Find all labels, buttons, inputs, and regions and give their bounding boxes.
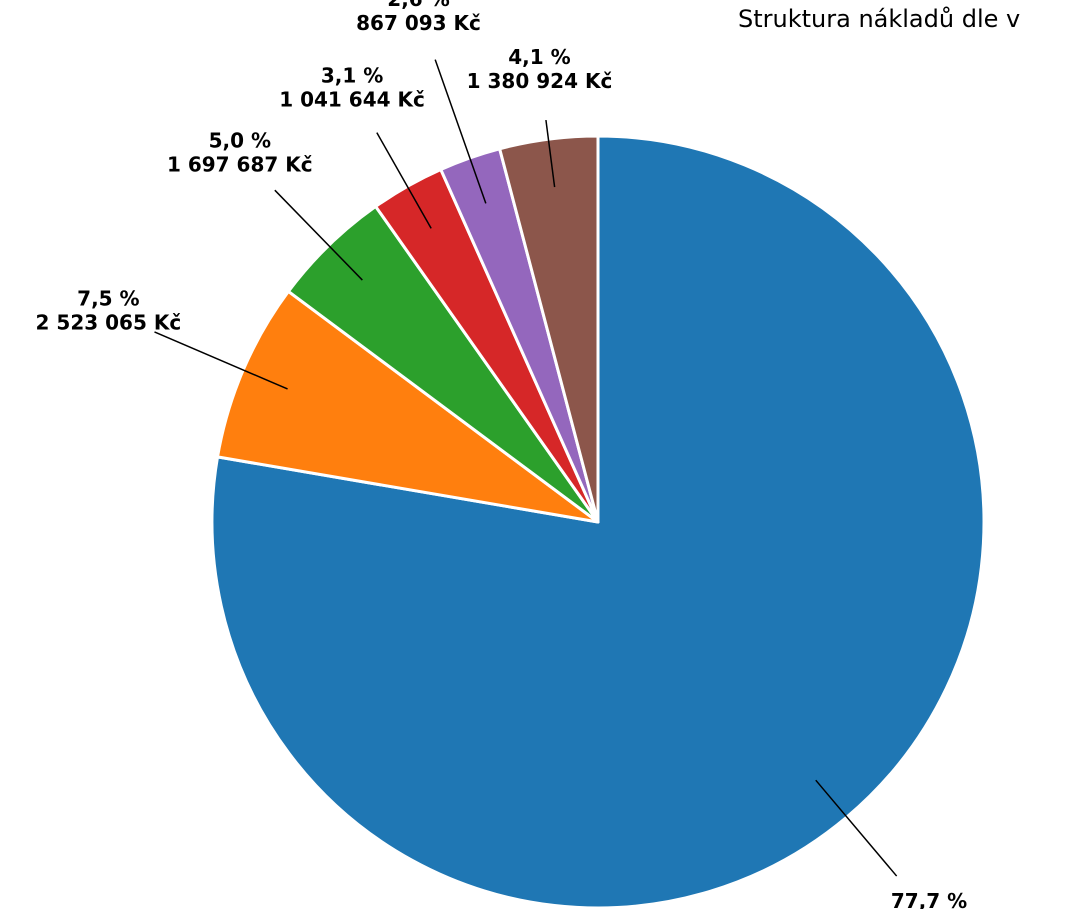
value-label: 1 697 687 Kč: [167, 153, 313, 177]
leader-line: [434, 59, 487, 204]
percent-label: 3,1 %: [321, 64, 383, 88]
percent-label: 77,7 %: [891, 889, 967, 909]
percent-label: 2,6 %: [387, 0, 449, 11]
chart-title: Struktura nákladů dle v: [738, 5, 1020, 33]
leader-line: [274, 189, 363, 281]
leader-line: [815, 779, 898, 877]
leader-line: [545, 119, 556, 188]
leader-line: [376, 132, 432, 229]
percent-label: 5,0 %: [209, 129, 271, 153]
value-label: 1 041 644 Kč: [279, 88, 425, 112]
percent-label: 7,5 %: [77, 287, 139, 311]
value-label: 1 380 924 Kč: [467, 69, 613, 93]
percent-label: 4,1 %: [508, 45, 570, 69]
leader-line: [154, 331, 288, 390]
value-label: 867 093 Kč: [356, 11, 481, 35]
value-label: 2 523 065 Kč: [36, 311, 182, 335]
